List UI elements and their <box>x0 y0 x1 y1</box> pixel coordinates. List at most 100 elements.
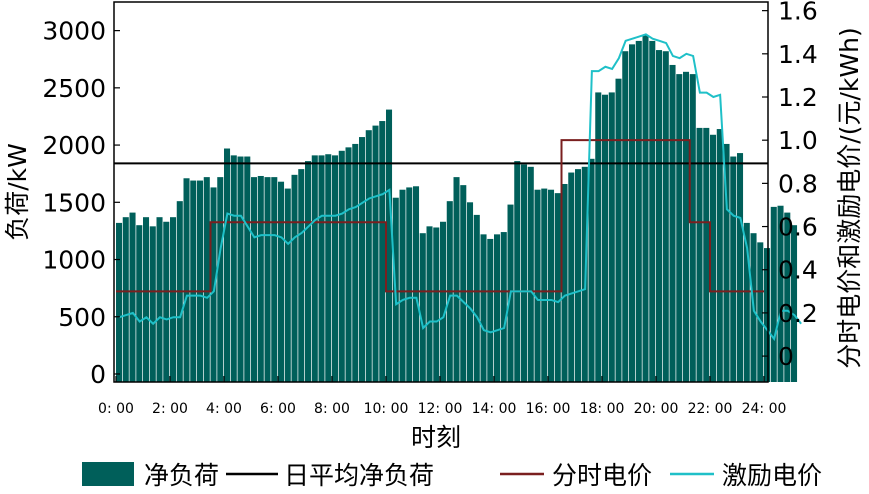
load-bar <box>251 177 258 382</box>
left-tick-label: 1000 <box>42 246 106 275</box>
load-bar <box>237 156 244 382</box>
right-tick-label: 1.4 <box>778 40 818 69</box>
load-bar <box>676 74 683 383</box>
load-bar <box>406 187 413 382</box>
load-bar <box>291 174 298 382</box>
load-bar <box>332 155 339 382</box>
load-bar <box>170 217 177 382</box>
x-tick-label: 24: 00 <box>742 401 787 417</box>
load-bar <box>129 212 136 382</box>
load-bar <box>656 50 663 382</box>
x-tick-label: 20: 00 <box>634 401 679 417</box>
load-bar <box>210 187 217 382</box>
left-tick-label: 0 <box>90 360 106 389</box>
load-bar <box>399 189 406 382</box>
load-bar <box>379 121 386 382</box>
load-bar <box>770 206 777 382</box>
load-bar <box>183 178 190 382</box>
load-bar <box>440 221 447 382</box>
load-bar <box>298 169 305 382</box>
load-bar <box>244 156 251 382</box>
right-tick-label: 0.8 <box>778 169 818 198</box>
load-bar <box>197 180 204 382</box>
left-tick-label: 500 <box>58 303 106 332</box>
left-tick-label: 3000 <box>42 17 106 46</box>
load-bar <box>608 92 615 383</box>
x-tick-label: 2: 00 <box>152 401 188 417</box>
load-bar <box>791 225 798 382</box>
tou-price-line <box>116 139 764 293</box>
load-bar <box>122 217 129 382</box>
right-tick-label: 0 <box>778 342 794 371</box>
load-bar <box>257 175 264 382</box>
left-tick-label: 2500 <box>42 74 106 103</box>
load-bar <box>669 64 676 382</box>
legend-swatch-net-load <box>82 462 134 486</box>
load-bar <box>494 234 501 382</box>
load-bar <box>716 129 723 382</box>
load-bar <box>683 71 690 382</box>
x-tick-label: 6: 00 <box>260 401 296 417</box>
load-bar <box>190 180 197 382</box>
load-bar <box>433 227 440 382</box>
load-bar <box>602 94 609 383</box>
load-bar <box>554 193 561 382</box>
x-tick-label: 14: 00 <box>472 401 517 417</box>
x-tick-label: 8: 00 <box>314 401 350 417</box>
load-bar <box>345 147 352 382</box>
load-bar <box>521 164 528 382</box>
legend-label-avg-load: 日平均净负荷 <box>284 461 434 490</box>
load-bar <box>730 156 737 382</box>
load-bar <box>588 158 595 382</box>
load-bar <box>548 189 555 382</box>
load-bar <box>116 222 123 382</box>
load-bar <box>757 242 764 382</box>
load-bar <box>284 188 291 382</box>
right-tick-label: 0.2 <box>778 299 818 328</box>
x-tick-label: 12: 00 <box>418 401 463 417</box>
load-bar <box>230 155 237 382</box>
load-bar <box>318 155 325 382</box>
load-bar <box>649 40 656 383</box>
right-axis-title: 分时电价和激励电价/(元/kWh) <box>835 27 864 368</box>
x-tick-label: 10: 00 <box>364 401 409 417</box>
load-bars <box>116 35 798 383</box>
load-bar <box>426 226 433 382</box>
load-bar <box>737 153 744 382</box>
load-bar <box>453 177 460 382</box>
x-tick-label: 16: 00 <box>526 401 571 417</box>
load-bar <box>743 222 750 382</box>
right-tick-label: 0.6 <box>778 213 818 242</box>
load-bar <box>143 217 150 382</box>
load-bar <box>359 137 366 382</box>
load-bar <box>480 234 487 382</box>
load-bar <box>413 186 420 382</box>
load-bar <box>365 130 372 382</box>
load-bar <box>264 177 271 382</box>
load-bar <box>764 248 771 382</box>
load-bar <box>305 161 312 382</box>
load-bar <box>514 161 521 382</box>
load-bar <box>136 225 143 382</box>
load-bar <box>372 125 379 383</box>
legend: 净负荷 日平均净负荷 分时电价 激励电价 <box>82 461 822 490</box>
x-axis-title: 时刻 <box>411 423 461 452</box>
right-tick-label: 1.6 <box>778 0 818 26</box>
load-bar <box>163 221 170 382</box>
load-bar <box>777 205 784 382</box>
load-bar <box>217 177 224 382</box>
load-bar <box>635 40 642 383</box>
load-bar <box>703 127 710 383</box>
x-tick-label: 18: 00 <box>580 401 625 417</box>
load-bar <box>473 214 480 382</box>
load-bar <box>561 183 568 382</box>
load-bar <box>568 172 575 382</box>
load-bar <box>338 150 345 382</box>
plot-frame <box>113 1 769 383</box>
load-bar <box>723 143 730 382</box>
load-bar <box>784 212 791 382</box>
x-tick-label: 4: 00 <box>206 401 242 417</box>
load-bar <box>460 185 467 382</box>
left-tick-label: 2000 <box>42 131 106 160</box>
